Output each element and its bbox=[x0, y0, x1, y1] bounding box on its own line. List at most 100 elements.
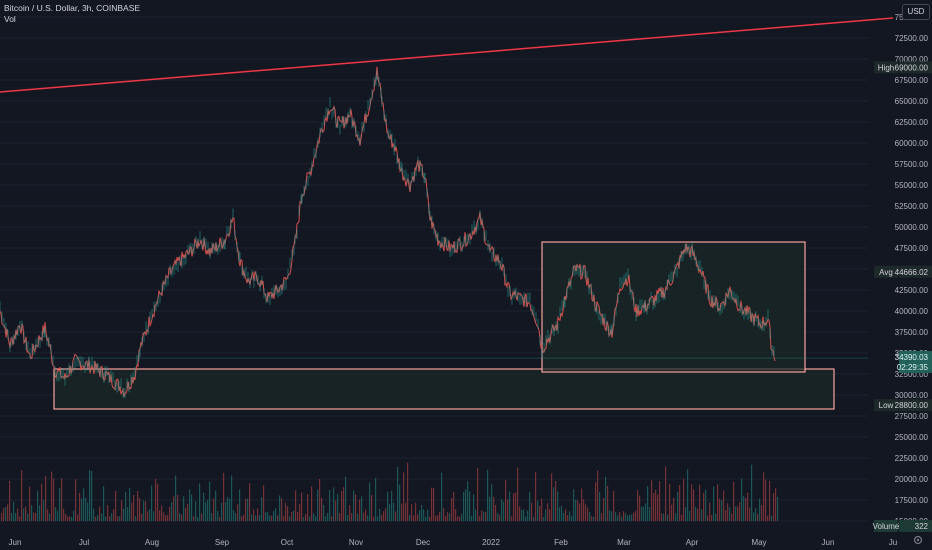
volume-bar bbox=[587, 507, 589, 521]
volume-bar bbox=[377, 516, 379, 521]
volume-bar bbox=[225, 501, 227, 521]
volume-bar bbox=[605, 476, 607, 521]
volume-bar bbox=[621, 516, 623, 521]
volume-bar bbox=[263, 485, 265, 521]
volume-bar bbox=[411, 504, 413, 521]
volume-bar bbox=[127, 507, 129, 521]
volume-bar bbox=[357, 513, 359, 521]
volume-bar bbox=[197, 516, 199, 521]
volume-bar bbox=[247, 498, 249, 521]
volume-bar bbox=[317, 489, 319, 521]
volume-bar bbox=[687, 469, 689, 521]
avg-badge[interactable]: Avg 44666.02 bbox=[874, 265, 932, 278]
volume-bar bbox=[661, 513, 663, 521]
volume-bar bbox=[9, 480, 11, 521]
volume-bar bbox=[93, 508, 95, 521]
gear-icon[interactable] bbox=[912, 534, 924, 546]
volume-bar bbox=[691, 484, 693, 521]
support-zone-rectangle[interactable] bbox=[53, 368, 835, 410]
volume-bar bbox=[441, 472, 443, 521]
volume-bar bbox=[39, 505, 41, 521]
low-badge-label: Low bbox=[879, 401, 894, 410]
price-tick-label: 32500.00 bbox=[895, 370, 929, 379]
volume-bar bbox=[169, 506, 171, 521]
volume-bar bbox=[547, 503, 549, 521]
price-tick-label: 70000.00 bbox=[895, 55, 929, 64]
volume-bar bbox=[209, 481, 211, 521]
volume-bar bbox=[771, 515, 773, 521]
volume-bar bbox=[717, 484, 719, 521]
volume-bar bbox=[75, 479, 77, 521]
volume-bar bbox=[669, 483, 671, 521]
time-tick-label: Jul bbox=[79, 538, 89, 547]
volume-bar bbox=[233, 510, 235, 521]
volume-bar bbox=[293, 510, 295, 521]
volume-bar bbox=[29, 486, 31, 521]
volume-bar bbox=[463, 491, 465, 521]
volume-bar bbox=[487, 469, 489, 521]
volume-bar bbox=[365, 509, 367, 521]
volume-bar bbox=[177, 494, 179, 521]
volume-bar bbox=[273, 510, 275, 521]
volume-bar bbox=[635, 510, 637, 521]
volume-bar bbox=[431, 487, 433, 521]
volume-bar bbox=[425, 516, 427, 521]
volume-bar bbox=[649, 507, 651, 521]
volume-bar bbox=[255, 515, 257, 521]
volume-bar bbox=[569, 511, 571, 521]
volume-bar bbox=[553, 487, 555, 521]
volume-bar bbox=[269, 515, 271, 521]
volume-bar bbox=[737, 506, 739, 521]
high-badge[interactable]: High 69000.00 bbox=[874, 61, 932, 74]
volume-bar bbox=[485, 511, 487, 521]
range-rectangle[interactable] bbox=[541, 241, 806, 373]
volume-bar bbox=[381, 514, 383, 521]
volume-bar bbox=[407, 462, 409, 521]
volume-bar bbox=[585, 504, 587, 521]
volume-bar bbox=[349, 505, 351, 521]
volume-bar bbox=[671, 504, 673, 521]
resistance-trendline[interactable] bbox=[0, 17, 894, 93]
volume-bar bbox=[731, 513, 733, 521]
volume-badge[interactable]: Volume 322 bbox=[873, 520, 932, 532]
price-tick-label: 62500.00 bbox=[895, 118, 929, 127]
volume-bar bbox=[675, 513, 677, 521]
price-tick-label: 55000.00 bbox=[895, 181, 929, 190]
volume-bar bbox=[47, 509, 49, 521]
volume-bar bbox=[443, 507, 445, 521]
volume-bar bbox=[639, 495, 641, 521]
volume-bar bbox=[457, 516, 459, 521]
volume-bar bbox=[327, 513, 329, 521]
low-badge[interactable]: Low 28800.00 bbox=[874, 399, 932, 412]
volume-bar bbox=[71, 516, 73, 521]
volume-bar bbox=[593, 516, 595, 521]
volume-bar bbox=[383, 511, 385, 521]
volume-bar bbox=[409, 514, 411, 521]
volume-bar bbox=[235, 512, 237, 521]
volume-bar bbox=[757, 513, 759, 521]
volume-bar bbox=[745, 497, 747, 521]
volume-bar bbox=[641, 506, 643, 521]
time-tick-label: May bbox=[751, 538, 766, 547]
time-axis[interactable]: Jun Jul Aug Sep Oct Nov Dec 2022 Feb Mar Apr May Jun… bbox=[9, 538, 898, 547]
currency-button[interactable]: USD bbox=[902, 4, 930, 20]
volume-bar bbox=[581, 488, 583, 521]
volume-bar bbox=[11, 512, 13, 521]
volume-bar bbox=[143, 500, 145, 521]
volume-bar bbox=[743, 496, 745, 521]
volume-bar bbox=[131, 502, 133, 521]
volume-indicator-label[interactable]: Vol bbox=[4, 14, 16, 24]
high-badge-value: 69000.00 bbox=[895, 63, 929, 72]
price-tick-label: 60000.00 bbox=[895, 139, 929, 148]
time-tick-label: Nov bbox=[349, 538, 363, 547]
volume-bar bbox=[451, 498, 453, 521]
volume-bar bbox=[213, 498, 215, 521]
volume-bar bbox=[301, 492, 303, 521]
volume-bar bbox=[405, 502, 407, 521]
volume-bar bbox=[597, 470, 599, 521]
volume-bar bbox=[5, 507, 7, 521]
volume-bar bbox=[433, 488, 435, 521]
